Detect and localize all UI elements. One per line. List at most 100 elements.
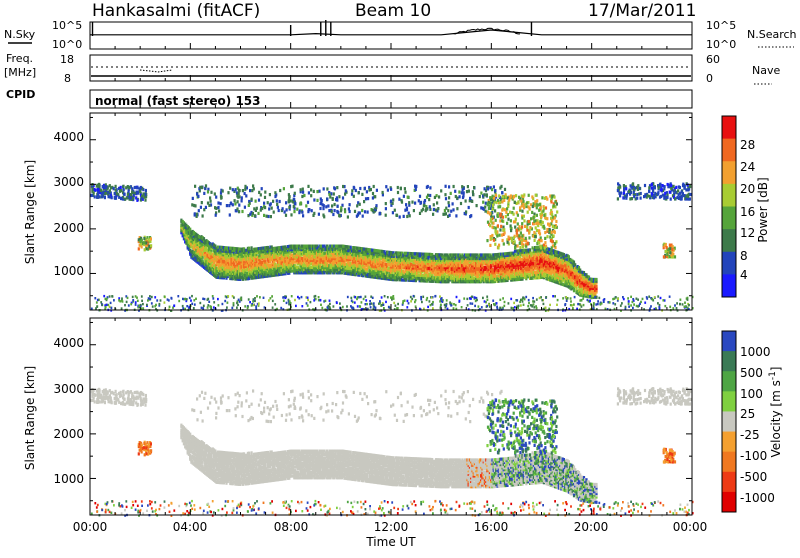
power-cell (248, 247, 250, 250)
nsky-label: N.Sky (4, 28, 36, 41)
power-cell (232, 188, 234, 191)
power-cell (444, 193, 446, 196)
power-cell (482, 201, 484, 204)
power-cell (338, 195, 340, 198)
power-cell (234, 202, 236, 205)
power-cell (452, 202, 454, 205)
power-cell (238, 204, 240, 207)
power-cell (440, 189, 442, 192)
power-cell (310, 188, 312, 191)
power-cell (404, 187, 406, 190)
nsky-strip: N.Sky 10^5 10^0 10^5 10^0 N.Search (4, 19, 797, 51)
power-cell (411, 201, 413, 204)
power-cell (257, 212, 259, 215)
power-cell (285, 214, 287, 217)
cpid-text: normal (fast stereo) 153 (95, 94, 261, 108)
cpid-label: CPID (6, 88, 35, 101)
nave-dip (140, 70, 172, 72)
power-cell (276, 199, 278, 202)
power-cell (348, 207, 350, 210)
power-cell (398, 198, 400, 201)
power-cell (448, 204, 450, 207)
power-cell (307, 201, 309, 204)
power-cell (362, 215, 364, 218)
nave-label: Nave (752, 64, 780, 77)
power-cell (367, 197, 369, 200)
power-cell (429, 194, 431, 197)
power-cell (264, 191, 266, 194)
power-cell (458, 190, 460, 193)
power-cell (220, 202, 222, 205)
power-cell (279, 200, 281, 203)
power-cell (494, 189, 496, 192)
power-cell (214, 192, 216, 195)
power-cell (229, 187, 231, 190)
power-cell (442, 213, 444, 216)
power-cell (364, 187, 366, 190)
nsearch-tick-high: 10^5 (706, 19, 736, 32)
power-cell (403, 195, 405, 198)
power-cell (397, 186, 399, 189)
power-cell (310, 194, 312, 197)
power-cell (455, 214, 457, 217)
date-title: 17/Mar/2011 (588, 1, 696, 21)
nsky-tick-high: 10^5 (52, 19, 82, 32)
power-cell (337, 211, 339, 214)
power-cell (358, 191, 360, 194)
freq-label-1: Freq. (6, 52, 33, 65)
power-cell (242, 189, 244, 192)
power-cell (217, 201, 219, 204)
power-cell (267, 215, 269, 218)
power-cell (331, 204, 333, 207)
power-cell (272, 200, 274, 203)
nsearch-tick-low: 10^0 (706, 38, 736, 51)
power-cell (241, 196, 243, 199)
power-cell (454, 190, 456, 193)
power-cell (468, 190, 470, 193)
power-cell (363, 200, 365, 203)
power-cell (273, 211, 275, 214)
power-cell (476, 204, 478, 207)
power-cell (227, 191, 229, 194)
freq-tick-low: 8 (64, 72, 71, 85)
freq-label-2: [MHz] (4, 66, 36, 79)
power-cell (296, 208, 298, 211)
beam-title: Beam 10 (355, 1, 431, 21)
nave-tick-low: 0 (706, 72, 713, 85)
power-cell (529, 248, 531, 251)
power-cell (345, 189, 347, 192)
power-cell (328, 209, 330, 212)
power-cell (361, 193, 363, 196)
freq-tick-high: 18 (60, 53, 74, 66)
power-cell (214, 244, 216, 247)
power-cell (258, 199, 260, 202)
power-cell (323, 187, 325, 190)
power-cell (479, 195, 481, 198)
power-cell (595, 278, 597, 281)
power-cell (237, 200, 239, 203)
power-cell (450, 210, 452, 213)
power-cell (318, 213, 320, 216)
power-cell (334, 203, 336, 206)
power-cell (244, 185, 246, 188)
power-cell (595, 285, 597, 288)
power-cell (445, 197, 447, 200)
power-cell (277, 206, 279, 209)
power-cell (264, 196, 266, 199)
power-cell (356, 204, 358, 207)
power-cell (463, 191, 465, 194)
power-cell (396, 214, 398, 217)
power-cell (203, 237, 205, 240)
power-cell (429, 205, 431, 208)
station-title: Hankasalmi (fitACF) (92, 1, 260, 21)
power-cell (278, 209, 280, 212)
power-cell (263, 214, 265, 217)
power-cell (349, 203, 351, 206)
power-cell (200, 206, 202, 209)
nsearch-label: N.Search (747, 28, 797, 41)
power-cell (251, 246, 253, 249)
power-cell (415, 188, 417, 191)
power-cell (359, 187, 361, 190)
